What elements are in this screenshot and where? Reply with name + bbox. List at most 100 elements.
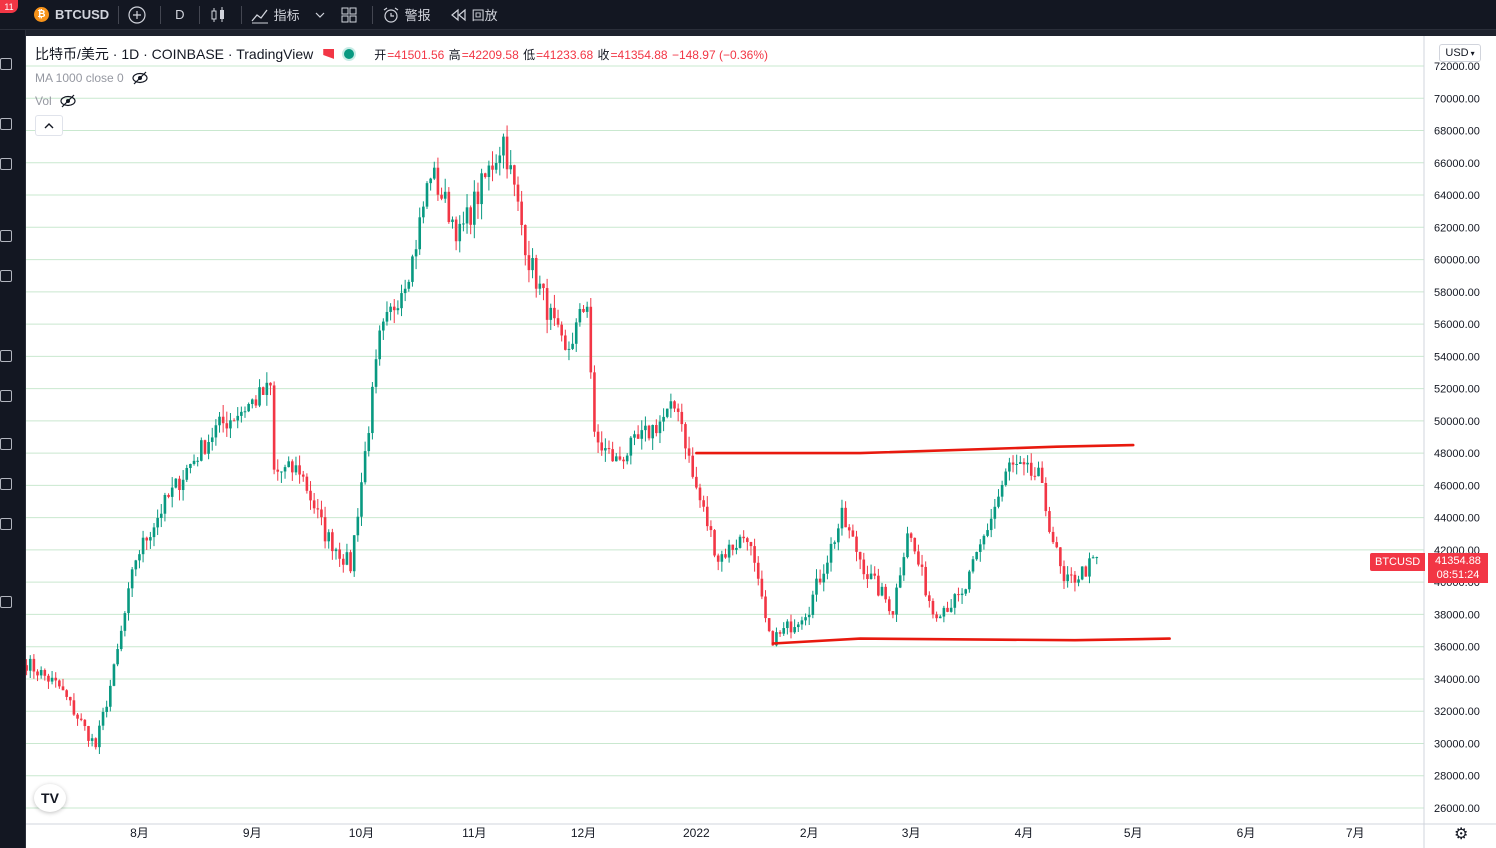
time-tick-label: 4月 xyxy=(1015,826,1034,840)
chart-pane[interactable]: 72000.00 70000.00 68000.00 66000.00 64000.00… xyxy=(26,36,1496,848)
candle-body xyxy=(272,385,276,470)
alert-button[interactable]: 警报 xyxy=(373,0,440,29)
candle-body xyxy=(1008,462,1011,472)
replay-button[interactable]: 回放 xyxy=(440,0,507,29)
ma-legend[interactable]: MA 1000 close 0 xyxy=(35,71,148,85)
candle-body xyxy=(600,442,604,451)
candle-body xyxy=(538,283,542,289)
candle-body xyxy=(425,183,429,207)
divider xyxy=(160,5,162,24)
chart-type-button[interactable] xyxy=(200,0,241,29)
candle-body xyxy=(742,536,745,539)
candles-icon xyxy=(211,6,224,22)
candle-body xyxy=(138,554,141,561)
candle-body xyxy=(280,471,283,473)
ruler-icon[interactable] xyxy=(0,350,12,362)
candle-body xyxy=(119,630,123,650)
compare-button[interactable] xyxy=(119,0,160,29)
candle-body xyxy=(392,306,396,311)
trendline-icon[interactable] xyxy=(0,118,12,130)
candle-body xyxy=(582,308,585,312)
candle-body xyxy=(753,546,756,563)
candle-body xyxy=(320,509,323,518)
chevron-up-icon xyxy=(44,122,54,128)
prediction-icon[interactable] xyxy=(0,270,12,282)
currency-selector[interactable]: USD ▾ xyxy=(1439,44,1481,62)
candle-body xyxy=(159,513,163,518)
candle-body xyxy=(363,451,367,483)
price-chart[interactable]: 72000.00 70000.00 68000.00 66000.00 64000.00… xyxy=(26,36,1496,848)
candle-body xyxy=(178,478,181,491)
zoom-icon[interactable] xyxy=(0,390,12,402)
candle-body xyxy=(938,616,942,619)
candle-body xyxy=(964,589,968,594)
candle-body xyxy=(1033,475,1037,477)
candle-body xyxy=(105,706,108,712)
candle-body xyxy=(498,155,502,164)
market-status-icon[interactable] xyxy=(342,47,357,61)
time-tick-label: 12月 xyxy=(571,826,596,840)
candle-body xyxy=(545,288,549,320)
candle-body xyxy=(727,544,731,558)
candle-body xyxy=(141,537,145,555)
symbol-search-button[interactable]: ₿ BTCUSD xyxy=(0,0,118,29)
price-tick-label: 26000.00 xyxy=(1434,803,1480,815)
candle-body xyxy=(724,554,727,558)
notification-badge[interactable]: 11 xyxy=(0,0,18,13)
tradingview-logo[interactable]: TV xyxy=(34,784,66,812)
collapse-legend-button[interactable] xyxy=(35,115,63,136)
candle-body xyxy=(644,425,647,431)
trash-icon[interactable] xyxy=(0,596,12,608)
candle-body xyxy=(440,194,443,199)
candle-body xyxy=(72,700,76,715)
magnet-icon[interactable] xyxy=(0,438,12,450)
price-tick-label: 60000.00 xyxy=(1434,255,1480,267)
candle-body xyxy=(629,437,633,456)
candle-body xyxy=(942,607,946,617)
indicators-button[interactable]: 指标 xyxy=(242,0,309,29)
pattern-icon[interactable] xyxy=(0,230,12,242)
eye-icon[interactable] xyxy=(0,518,12,530)
interval-button[interactable]: D xyxy=(175,7,185,22)
candle-body xyxy=(1019,462,1022,464)
candle-body xyxy=(1022,462,1026,465)
price-tick-label: 32000.00 xyxy=(1434,706,1480,718)
gear-icon[interactable]: ⚙ xyxy=(1454,826,1469,843)
candle-body xyxy=(720,554,724,562)
candle-body xyxy=(349,552,352,572)
eye-hidden-icon[interactable] xyxy=(132,71,148,85)
time-tick-label: 3月 xyxy=(902,826,921,840)
candle-body xyxy=(531,258,534,271)
candle-body xyxy=(298,465,301,475)
layouts-button[interactable] xyxy=(331,0,372,29)
candle-body xyxy=(443,191,447,199)
candle-body xyxy=(491,165,494,170)
candle-body xyxy=(90,738,94,741)
candle-body xyxy=(250,399,254,405)
candle-body xyxy=(432,167,436,179)
candle-body xyxy=(116,649,119,665)
candle-body xyxy=(156,517,159,528)
fib-icon[interactable] xyxy=(0,158,12,170)
candle-body xyxy=(709,526,713,531)
candle-body xyxy=(192,460,196,465)
candle-body xyxy=(920,564,924,567)
candle-body xyxy=(505,136,509,170)
candle-body xyxy=(1026,462,1029,465)
candle-body xyxy=(203,440,207,454)
candle-body xyxy=(429,178,432,184)
eye-hidden-icon[interactable] xyxy=(60,94,76,108)
support-line xyxy=(771,637,1171,645)
candle-body xyxy=(746,538,749,543)
candle-body xyxy=(833,542,836,544)
lock-icon[interactable] xyxy=(0,478,12,490)
candle-body xyxy=(731,544,735,550)
flag-icon[interactable] xyxy=(323,49,335,59)
replay-label: 回放 xyxy=(471,8,498,23)
indicators-dropdown[interactable] xyxy=(309,0,331,29)
cursor-icon[interactable] xyxy=(0,58,12,70)
volume-legend[interactable]: Vol xyxy=(35,94,76,108)
candle-body xyxy=(473,191,476,225)
candle-body xyxy=(436,167,440,195)
grid-layout-icon xyxy=(341,7,357,22)
